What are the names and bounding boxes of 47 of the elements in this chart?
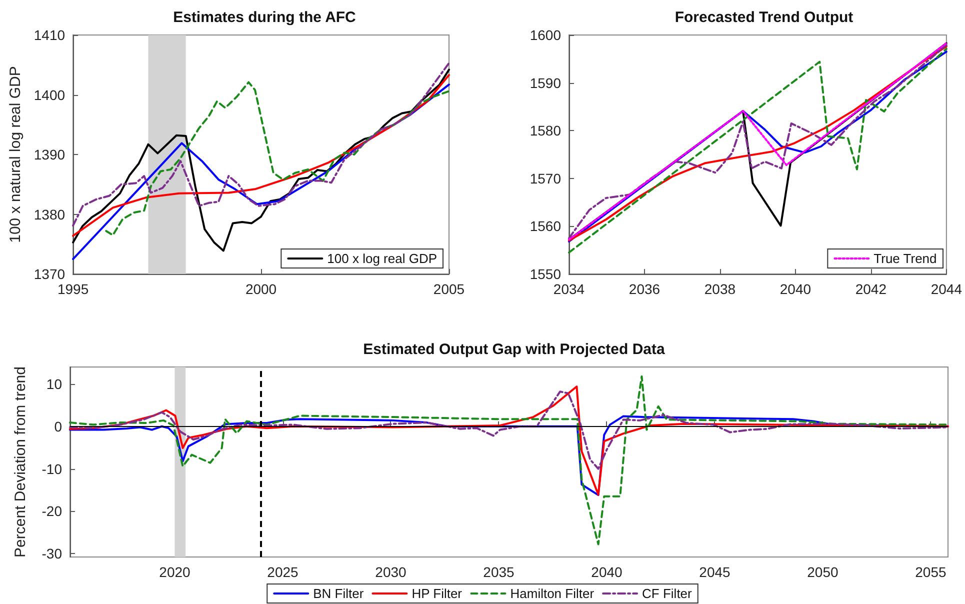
legend-label: 100 x log real GDP: [327, 251, 438, 266]
x-tick-label: 2040: [780, 281, 812, 297]
line-series: [69, 375, 949, 546]
line-series: [69, 390, 949, 470]
chart-title: Estimated Output Gap with Projected Data: [363, 341, 666, 358]
x-tick-label: 2040: [591, 564, 623, 580]
x-tick-label: 2025: [267, 564, 299, 580]
x-tick-label: 2050: [807, 564, 839, 580]
legend-label: BN Filter: [313, 586, 364, 601]
y-tick-label: 10: [46, 376, 62, 392]
x-tick-label: 2042: [855, 281, 887, 297]
y-axis-title: 100 x natural log real GDP: [7, 66, 24, 243]
legend-label: HP Filter: [412, 586, 463, 601]
x-tick-label: 2000: [245, 281, 277, 297]
legend-label: True Trend: [874, 251, 937, 266]
y-axis-title: Percent Deviation from trend: [12, 366, 29, 558]
y-tick-label: 1570: [530, 170, 562, 186]
x-tick-label: 2030: [375, 564, 407, 580]
y-tick-label: 1410: [34, 27, 66, 43]
y-tick-label: 0: [54, 418, 62, 434]
y-tick-label: 1400: [34, 86, 66, 103]
x-tick-label: 2044: [930, 281, 962, 297]
y-tick-label: 1390: [34, 146, 66, 162]
y-tick-label: -30: [42, 546, 62, 562]
line-series: [69, 386, 949, 496]
x-tick-label: 2020: [159, 564, 191, 580]
legend-label: Hamilton Filter: [510, 586, 595, 601]
y-tick-label: 1550: [530, 266, 562, 282]
y-tick-label: -20: [42, 503, 62, 520]
x-tick-label: 1995: [57, 281, 89, 297]
chart-title: Estimates during the AFC: [173, 9, 356, 26]
y-tick-label: 1560: [530, 218, 562, 234]
chart-title: Forecasted Trend Output: [674, 9, 854, 26]
legend-label: CF Filter: [642, 586, 693, 601]
y-tick-label: 1600: [530, 27, 562, 43]
y-tick-label: 1380: [34, 206, 66, 222]
x-tick-label: 2036: [628, 281, 660, 297]
x-tick-label: 2005: [433, 281, 465, 297]
x-tick-label: 2034: [553, 281, 585, 297]
y-tick-label: -10: [42, 460, 62, 477]
y-tick-label: 1580: [530, 122, 562, 139]
x-tick-label: 2055: [915, 564, 946, 580]
y-tick-label: 1370: [34, 266, 66, 282]
x-tick-label: 2035: [483, 564, 515, 580]
x-tick-label: 2038: [704, 281, 736, 297]
y-tick-label: 1590: [530, 74, 562, 91]
x-tick-label: 2045: [699, 564, 731, 580]
